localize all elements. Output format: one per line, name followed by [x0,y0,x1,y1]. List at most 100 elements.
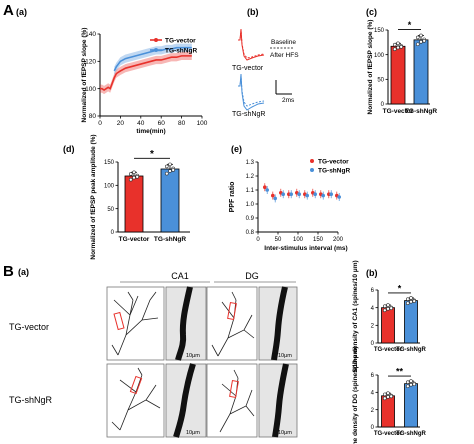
spine-density-ca1-chart: 0 2 4 6 Spine density of CA1 (spines/10 μm) T… [352,260,426,372]
point-tg-shngr [313,192,318,196]
data-point [382,392,387,397]
trace-shngr-hfs [238,73,265,111]
y-tick-label: 2 [371,408,375,414]
fepsp-amplitude-bar-chart: 0 50 100 150 Normalized of fEPSP peak amplit… [90,134,190,260]
data-point [382,304,387,309]
ppf-ratio-chart: 0.8 0.9 1.0 1.1 1.2 1.3 PPF ratio 0 50 100 150 200 I… [229,159,350,253]
y-tick-label: 100 [104,184,115,190]
point-tg-shngr [321,193,326,198]
x-tick-label: 0 [256,237,260,243]
panel-label-A: A [3,2,14,19]
data-point [412,382,417,387]
data-point [419,33,423,38]
data-point [386,307,390,311]
data-point [129,177,133,182]
scale-label-ca1-shngr: 10μm [186,430,200,436]
data-point [129,172,133,176]
neuron-tracing-ca1-vector-dendrites [111,291,159,356]
y-axis-label: Normalized of fEPSP slope (%) [367,20,374,115]
bar-tg-shngr [404,300,418,344]
point-tg-shngr [281,192,286,196]
trace-vector-hfs [238,28,265,61]
y-tick-label: 4 [371,306,375,312]
sub-label-Ba: (a) [18,267,29,277]
data-point [132,170,136,175]
y-tick-label: 0 [371,341,375,347]
data-point [382,308,387,313]
spine-density-dg-chart: 0 2 4 6 Spine density of DG (spines/10 μm) TG… [352,346,426,444]
data-point [396,45,400,50]
point-tg-shngr [265,188,270,192]
category-label: TG-shNgR [405,108,437,115]
y-tick-label: 6 [371,288,375,294]
sub-label-Ae: (e) [231,144,242,154]
dendrite-segment-ca1-shngr [173,363,196,438]
trace-label-vector: TG-vector [232,65,264,72]
scale-bar-label: 2ms [282,97,295,104]
legend-marker-tg-shngr [310,168,314,172]
data-point [171,168,175,172]
category-label: TG-shNgR [396,431,426,437]
neuron-tracing-dg-vector-dendrites [211,291,255,357]
y-tick-label: 4 [371,391,375,397]
legend-marker-tg-vector [154,38,158,42]
x-tick-label: 150 [313,237,324,243]
sub-label-Ac: (c) [366,7,377,17]
trace-legend-hfs: After HFS [270,52,299,59]
data-point [396,41,400,46]
dendrite-segment-ca1-vector [175,286,193,361]
roi-ca1-shngr [129,375,143,395]
point-tg-shngr [329,192,334,196]
x-tick-label: 0 [98,120,102,127]
sub-label-Ab: (b) [247,7,259,17]
point-tg-shngr [297,192,302,196]
neuron-tracing-dg-shngr-dendrites [219,369,255,433]
data-point [168,162,172,167]
data-point [405,384,410,389]
point-tg-shngr [305,193,310,198]
x-tick-label: 50 [275,237,282,243]
neuron-tracing-ca1-shngr-dendrites [111,367,161,431]
category-label: TG-vector [374,347,403,353]
column-label-ca1: CA1 [171,271,189,281]
legend-label-tg-vector: TG-vector [318,159,349,166]
data-point [415,35,420,40]
row-label-shngr: TG-shNgR [9,395,53,405]
neuron-tracing-ca1-vector [106,286,165,361]
y-tick-label: 50 [377,78,384,84]
series-band-tg-vector [100,51,192,95]
data-point [419,40,423,44]
data-point [409,383,413,387]
legend-marker-tg-shngr [154,48,158,52]
series-band-tg-shngr [114,43,192,75]
y-tick-label: 80 [89,113,97,120]
category-label: TG-vector [119,236,150,243]
sub-label-Aa: (a) [16,7,27,17]
significance-marker: * [408,20,412,30]
point-tg-vector [271,193,275,198]
data-point [132,175,136,180]
y-tick-label: 6 [371,373,375,379]
y-tick-label: 150 [104,160,115,166]
x-tick-label: 20 [117,120,125,127]
data-point [409,299,413,304]
y-tick-label: 0.8 [246,230,255,236]
significance-marker: * [398,283,402,293]
category-label: TG-shNgR [154,236,186,243]
dendrite-segment-dg-shngr [272,363,289,438]
y-tick-label: 1.0 [246,202,255,208]
x-axis-label: Inter-stimulus interval (ms) [264,245,347,252]
y-axis-label: PPF ratio [229,182,236,213]
data-point [409,296,413,300]
x-axis-label: time(min) [136,128,165,135]
bar-tg-vector [390,45,406,105]
point-tg-vector [263,185,267,189]
x-tick-label: 200 [333,237,344,243]
sub-label-Ad: (d) [63,144,75,154]
dendrite-segment-dg-vector [271,286,288,361]
y-tick-label: 1.3 [246,160,255,166]
bar-tg-shngr [160,168,180,233]
x-tick-label: 40 [137,120,145,127]
y-axis-label: Normalized of fEPSP peak amplitude (%) [90,134,97,259]
